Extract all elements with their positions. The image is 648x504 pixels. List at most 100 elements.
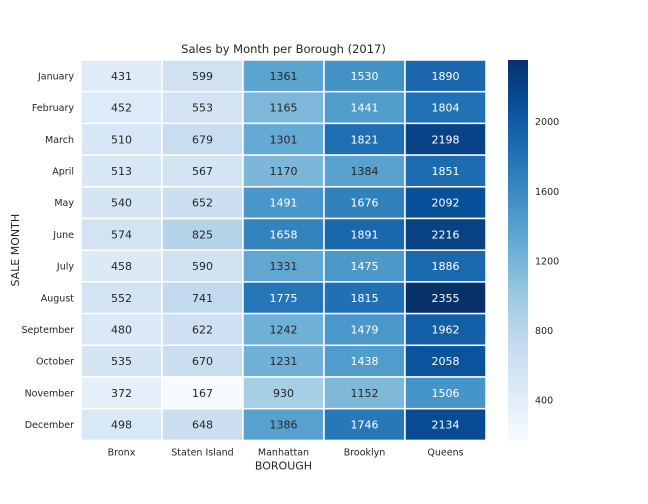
cell-value-label: 552 bbox=[111, 292, 132, 305]
x-tick-label: Brooklyn bbox=[344, 447, 386, 458]
heatmap-cell bbox=[323, 217, 406, 251]
cell-value-label: 590 bbox=[192, 260, 213, 273]
cell-value-label: 540 bbox=[111, 197, 132, 210]
heatmap-cell bbox=[161, 407, 244, 442]
y-tick-label: March bbox=[45, 135, 74, 146]
cell-value-label: 510 bbox=[111, 133, 132, 146]
cell-value-label: 1851 bbox=[432, 165, 460, 178]
cell-value-label: 2058 bbox=[432, 355, 460, 368]
heatmap-cell bbox=[80, 154, 163, 188]
heatmap-cells: 431 599 1361 1530 1890 452 553 1165 1441 1804 510 6… bbox=[80, 59, 487, 442]
heatmap-cell bbox=[80, 249, 163, 283]
cell-value-label: 741 bbox=[192, 292, 213, 305]
heatmap-cell bbox=[161, 154, 244, 188]
heatmap-cell bbox=[404, 376, 487, 410]
y-tick-label: June bbox=[52, 230, 74, 241]
cell-value-label: 1886 bbox=[432, 260, 460, 273]
cell-value-label: 1441 bbox=[351, 102, 379, 115]
cell-value-label: 1231 bbox=[270, 355, 298, 368]
y-axis-label: SALE MONTH bbox=[9, 214, 22, 287]
heatmap-cell bbox=[161, 344, 244, 378]
cell-value-label: 567 bbox=[192, 165, 213, 178]
heatmap-cell bbox=[161, 217, 244, 251]
heatmap-cell bbox=[323, 122, 406, 156]
colorbar-tick-label: 1200 bbox=[535, 256, 559, 267]
cell-value-label: 1775 bbox=[270, 292, 298, 305]
heatmap-cell bbox=[404, 90, 487, 125]
heatmap-cell bbox=[323, 344, 406, 378]
cell-value-label: 1891 bbox=[351, 228, 379, 241]
heatmap-cell bbox=[161, 281, 244, 315]
cell-value-label: 452 bbox=[111, 102, 132, 115]
cell-value-label: 1301 bbox=[270, 133, 298, 146]
heatmap-cell bbox=[80, 344, 163, 378]
cell-value-label: 1658 bbox=[270, 228, 298, 241]
colorbar-tick-label: 800 bbox=[535, 326, 553, 337]
heatmap-cell bbox=[404, 344, 487, 378]
cell-value-label: 1804 bbox=[432, 102, 460, 115]
x-axis-label: BOROUGH bbox=[255, 459, 312, 472]
cell-value-label: 2198 bbox=[432, 133, 460, 146]
heatmap-cell bbox=[323, 376, 406, 410]
cell-value-label: 1242 bbox=[270, 323, 298, 336]
cell-value-label: 2134 bbox=[432, 419, 460, 432]
cell-value-label: 1386 bbox=[270, 419, 298, 432]
heatmap-cell bbox=[242, 344, 325, 378]
heatmap-cell bbox=[80, 376, 163, 410]
cell-value-label: 167 bbox=[192, 387, 213, 400]
heatmap-cell bbox=[80, 186, 163, 220]
cell-value-label: 1815 bbox=[351, 292, 379, 305]
cell-value-label: 1746 bbox=[351, 419, 379, 432]
y-tick-label: October bbox=[36, 357, 74, 368]
cell-value-label: 553 bbox=[192, 102, 213, 115]
cell-value-label: 2216 bbox=[432, 228, 460, 241]
heatmap-cell bbox=[404, 217, 487, 251]
cell-value-label: 1890 bbox=[432, 70, 460, 83]
y-tick-labels: January February March April May June July Augu… bbox=[21, 71, 74, 431]
chart-title: Sales by Month per Borough (2017) bbox=[181, 42, 386, 56]
cell-value-label: 1676 bbox=[351, 197, 379, 210]
cell-value-label: 930 bbox=[273, 387, 294, 400]
x-tick-label: Manhattan bbox=[258, 447, 309, 458]
y-tick-label: July bbox=[56, 262, 74, 273]
heatmap-cell bbox=[80, 281, 163, 315]
heatmap-cell bbox=[404, 407, 487, 442]
cell-value-label: 622 bbox=[192, 323, 213, 336]
cell-value-label: 2092 bbox=[432, 197, 460, 210]
colorbar-tick-label: 2000 bbox=[535, 117, 559, 128]
cell-value-label: 599 bbox=[192, 70, 213, 83]
x-tick-label: Queens bbox=[427, 447, 463, 458]
cell-value-label: 1331 bbox=[270, 260, 298, 273]
cell-value-label: 535 bbox=[111, 355, 132, 368]
heatmap-cell bbox=[161, 59, 244, 93]
x-tick-label: Bronx bbox=[108, 447, 136, 458]
cell-value-label: 648 bbox=[192, 419, 213, 432]
heatmap-cell bbox=[80, 90, 163, 125]
heatmap-cell bbox=[404, 312, 487, 347]
heatmap-cell bbox=[323, 407, 406, 442]
cell-value-label: 1438 bbox=[351, 355, 379, 368]
heatmap-cell bbox=[404, 154, 487, 188]
colorbar-tick-label: 400 bbox=[535, 395, 553, 406]
cell-value-label: 1821 bbox=[351, 133, 379, 146]
cell-value-label: 2355 bbox=[432, 292, 460, 305]
cell-value-label: 825 bbox=[192, 228, 213, 241]
cell-value-label: 513 bbox=[111, 165, 132, 178]
y-tick-label: November bbox=[25, 388, 75, 399]
cell-value-label: 1962 bbox=[432, 323, 460, 336]
cell-value-label: 458 bbox=[111, 260, 132, 273]
heatmap-cell bbox=[161, 186, 244, 220]
x-tick-label: Staten Island bbox=[171, 447, 233, 458]
cell-value-label: 1479 bbox=[351, 323, 379, 336]
colorbar-ticks: 400 800 1200 1600 2000 bbox=[535, 117, 559, 406]
heatmap-cell bbox=[161, 122, 244, 156]
colorbar-tick-label: 1600 bbox=[535, 187, 559, 198]
cell-value-label: 1152 bbox=[351, 387, 379, 400]
y-tick-label: February bbox=[32, 103, 74, 114]
y-tick-label: December bbox=[25, 420, 74, 431]
x-tick-labels: Bronx Staten Island Manhattan Brooklyn Queen… bbox=[108, 447, 464, 458]
heatmap-cell bbox=[323, 154, 406, 188]
cell-value-label: 1165 bbox=[270, 102, 298, 115]
cell-value-label: 1530 bbox=[351, 70, 379, 83]
